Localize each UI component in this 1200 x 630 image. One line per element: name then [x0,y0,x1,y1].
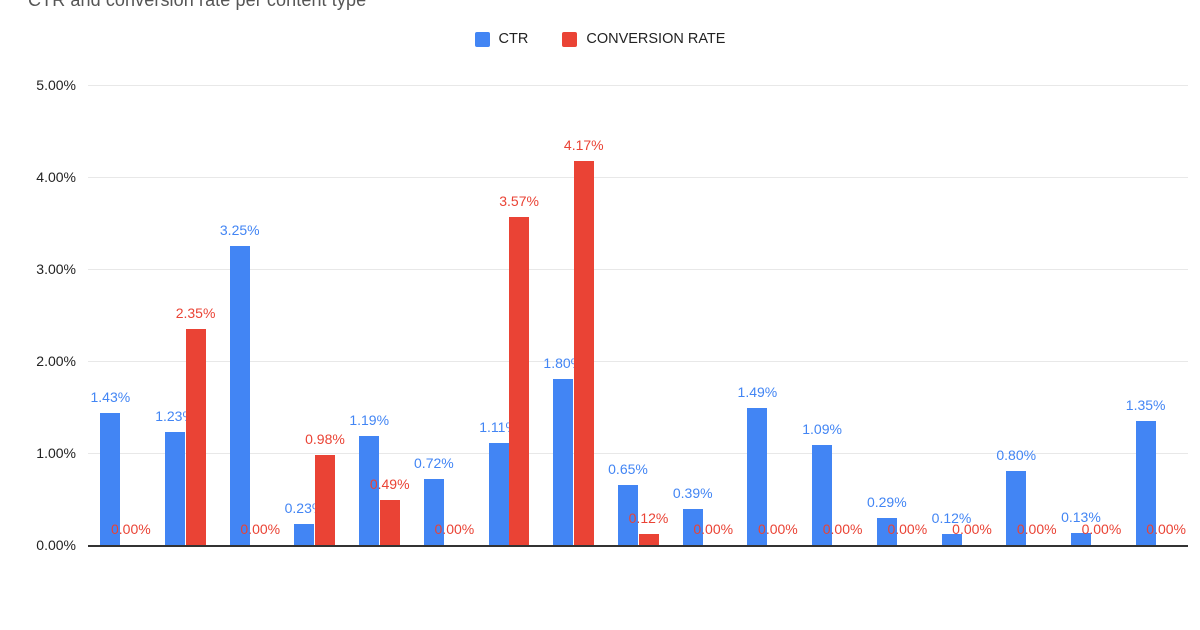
bar-value-label: 0.00% [110,521,151,537]
bar-ctr[interactable] [488,442,509,545]
bar-ctr[interactable] [876,518,897,545]
gridline [88,85,1188,86]
gridline [88,269,1188,270]
bar-value-label: 0.12% [628,509,669,526]
legend-swatch-ctr [474,31,490,47]
y-axis-tick-label: 4.00% [36,169,76,185]
bar-value-label: 0.00% [434,521,475,537]
bar-ctr[interactable] [359,435,380,545]
bar-value-label: 0.12% [931,509,972,526]
chart-legend: CTR CONVERSION RATE [0,31,1200,47]
legend-swatch-conversion-rate [562,31,578,47]
gridline [88,361,1188,362]
bar-value-label: 1.43% [90,389,131,406]
bar-value-label: 0.80% [996,447,1037,464]
bar-value-label: 1.80% [543,355,584,372]
bar-ctr[interactable] [553,379,574,545]
bar-ctr[interactable] [812,444,833,545]
bar-value-label: 0.72% [414,454,454,471]
legend-label: CTR [498,31,529,47]
bar-value-label: 0.39% [672,485,713,502]
bar-ctr[interactable] [100,413,121,545]
bar-value-label: 0.65% [608,461,648,478]
bar-value-label: 1.49% [737,383,778,400]
bar-value-label: 0.49% [369,475,410,492]
bar-value-label: 0.00% [952,521,992,537]
bar-conversion-rate[interactable] [379,499,400,545]
bar-ctr[interactable] [294,523,315,545]
bar-ctr[interactable] [165,431,186,545]
bar-value-label: 0.00% [822,521,863,537]
y-axis-tick-label: 5.00% [36,77,76,93]
y-axis-tick-label: 3.00% [36,261,76,277]
bar-value-label: 3.25% [219,222,260,238]
bar-value-label: 2.35% [175,304,216,321]
bar-ctr[interactable] [618,485,638,545]
bar-value-label: 0.00% [240,521,281,537]
y-axis-tick-label: 2.00% [36,353,76,369]
bar-value-label: 1.35% [1125,396,1166,413]
bar-ctr[interactable] [229,246,250,545]
bar-conversion-rate[interactable] [185,328,206,545]
gridline [88,545,1188,546]
gridline [88,453,1188,454]
bar-conversion-rate[interactable] [638,533,659,545]
bar-ctr[interactable] [1006,471,1027,545]
x-axis-label-clip: ContactDemoInstallFeature LPHow toWhat i… [0,549,1200,630]
bar-value-label: 1.23% [155,407,195,424]
bar-value-label: 4.17% [563,137,604,154]
bar-value-label: 0.00% [887,521,928,537]
bar-ctr[interactable] [941,533,962,545]
bar-conversion-rate[interactable] [314,454,335,545]
bar-value-label: 3.57% [499,192,539,209]
axis-baseline [88,545,1188,547]
y-axis-tick-label: 1.00% [36,445,76,461]
bar-value-label: 0.23% [284,499,325,516]
bar-ctr[interactable] [1070,533,1091,545]
bar-value-label: 0.00% [1146,521,1186,537]
bar-value-label: 0.00% [693,521,734,537]
bar-ctr[interactable] [682,509,703,545]
bar-value-label: 0.13% [1061,509,1101,526]
y-axis-tick-label: 0.00% [36,537,76,553]
plot-area: 0.00% 1.00% 2.00% 3.00% 4.00% 5.00% 1.43% 0.00%… [36,77,1188,553]
bar-conversion-rate[interactable] [509,216,530,545]
legend-item[interactable]: CONVERSION RATE [562,31,725,47]
bar-value-label: 0.98% [305,430,345,447]
bar-ctr[interactable] [747,407,768,545]
legend-item[interactable]: CTR [474,31,529,47]
bar-value-label: 0.00% [1016,521,1057,537]
bar-ctr[interactable] [1135,420,1156,545]
bar-conversion-rate[interactable] [573,161,594,545]
bar-value-label: 0.29% [866,494,907,511]
legend-label: CONVERSION RATE [586,31,726,47]
bar-value-label: 1.09% [802,420,842,437]
bar-value-label: 1.19% [349,411,390,428]
bar-value-label: 0.00% [758,521,798,537]
chart-title: CTR and conversion rate per content type [28,0,367,10]
gridline [88,177,1188,178]
bar-ctr[interactable] [423,478,444,545]
bar-value-label: 1.11% [479,418,518,435]
bar-value-label: 0.00% [1081,521,1122,537]
